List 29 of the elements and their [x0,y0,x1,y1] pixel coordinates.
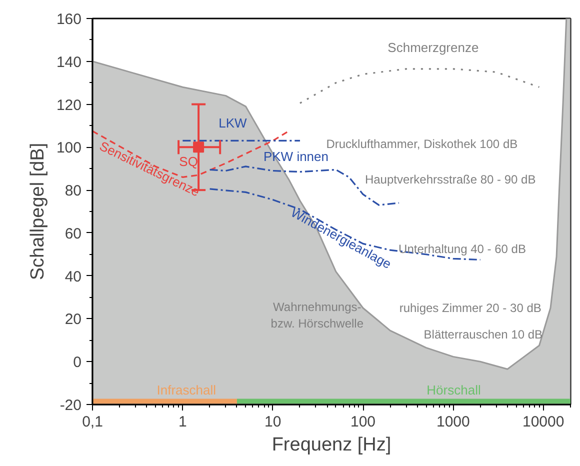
annotation: Drucklufthammer, Diskothek 100 dB [326,136,518,151]
x-tick-label: 10 [264,414,282,430]
x-tick-label: 1000 [436,414,470,430]
y-tick-label: 160 [56,11,82,28]
y-axis-title: Schallpegel [dB] [27,142,48,280]
y-tick-label: 80 [64,182,82,200]
annotation: Hauptverkehrsstraße 80 - 90 dB [364,172,536,186]
y-tick-label: 120 [56,96,82,114]
x-tick-label: 0,1 [82,414,103,430]
x-tick-label: 100 [350,414,376,430]
x-tick-label: 1 [178,414,187,430]
annotation: Wahrnehmungs- bzw. Hörschwelle [270,300,364,331]
x-axis-title: Frequenz [Hz] [272,434,392,456]
series-label: Schmerzgrenze [388,40,479,55]
y-tick-label: 40 [64,268,82,286]
y-tick-label: 20 [64,311,82,328]
series-label: PKW innen [263,148,329,164]
y-tick-label: 140 [56,54,82,71]
series-label: Hörschall [426,382,481,398]
x-tick-label: 10000 [522,414,564,430]
y-tick-label: -20 [60,397,82,414]
series-label: LKW [218,116,248,131]
annotation: Unterhaltung 40 - 60 dB [398,242,526,256]
y-tick-label: 0 [73,354,82,372]
y-tick-label: 100 [56,140,82,157]
annotation: Blätterrauschen 10 dB [424,327,543,342]
annotation: ruhiges Zimmer 20 - 30 dB [399,301,542,315]
y-tick-label: 60 [64,225,82,242]
series-label: Infraschall [156,382,216,398]
